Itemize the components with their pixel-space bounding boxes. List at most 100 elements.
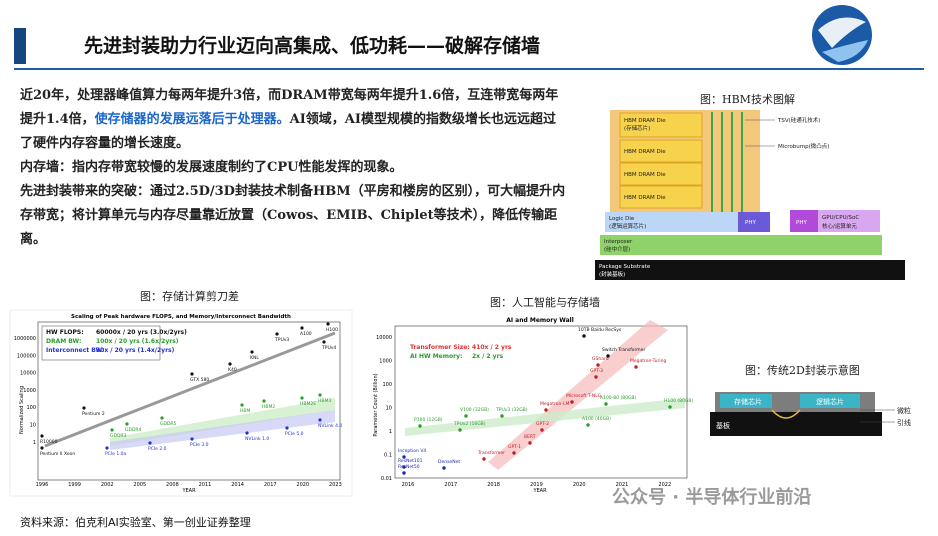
point-label: BERT xyxy=(524,434,536,440)
point-marker xyxy=(300,326,304,330)
point-label: Transformer xyxy=(477,450,505,456)
point-marker xyxy=(160,416,164,420)
x-tick-label: 2017 xyxy=(264,482,277,488)
y-tick-label: 100 xyxy=(382,382,392,388)
x-tick-label: 1996 xyxy=(36,482,49,488)
scissors-chart: Scaling of Peak hardware FLOPS, and Memo… xyxy=(9,309,353,497)
paragraph: 内存墙：指内存带宽较慢的发展速度制约了CPU性能发挥的现象。 xyxy=(20,160,403,175)
point-label: Pentium 2 xyxy=(82,411,105,417)
legend-text: Interconnect BW: xyxy=(46,347,104,354)
point-label: HBM3 xyxy=(318,398,331,404)
point-marker xyxy=(402,455,406,459)
point-marker xyxy=(318,418,322,422)
chart-title: Scaling of Peak hardware FLOPS, and Memo… xyxy=(71,314,291,320)
legend-text: 410x / 2 yrs xyxy=(472,344,512,351)
figure-caption: 图：人工智能与存储墙 xyxy=(490,295,600,309)
point-marker xyxy=(190,372,194,376)
body-text: 近20年，处理器峰值算力每两年提升3倍，而DRAM带宽每两年提升1.6倍，互连带… xyxy=(20,84,568,252)
paragraph: 近20年，处理器峰值算力每两年提升3倍，而DRAM带宽每两年提升1.6倍，互连带… xyxy=(20,84,568,156)
point-label: HBM2E xyxy=(300,401,316,407)
y-tick-label: 10 xyxy=(386,406,392,412)
point-label: NVLink 1.0 xyxy=(245,436,269,442)
y-tick-label: 1 xyxy=(33,440,36,446)
point-marker xyxy=(606,354,610,358)
point-label: HBM2 xyxy=(262,404,275,410)
point-label: Inception V4 xyxy=(398,448,426,454)
die-label: HBM DRAM Die xyxy=(624,172,666,178)
die-label: HBM DRAM Die xyxy=(624,195,666,201)
legend-text: HW FLOPS: xyxy=(46,329,84,336)
logic-die-label: Logic Die xyxy=(609,216,635,222)
interposer-label: Interposer xyxy=(604,239,633,245)
y-tick-label: 0.1 xyxy=(384,453,392,459)
point-marker xyxy=(300,396,304,400)
legend-text: Transformer Size: xyxy=(410,344,470,351)
point-marker xyxy=(110,428,114,432)
point-marker xyxy=(40,446,44,450)
point-marker xyxy=(464,414,468,418)
point-marker xyxy=(402,471,406,475)
legend-text: 100x / 20 yrs (1.6x/2yrs) xyxy=(96,338,179,345)
text: 近20年，处理器峰值算力每两年提升3倍，而DRAM带宽每两年提升1.6倍，互连带… xyxy=(20,88,559,127)
x-axis-label: YEAR xyxy=(181,488,196,494)
point-marker xyxy=(458,428,462,432)
x-tick-label: 2018 xyxy=(487,482,500,488)
x-tick-label: 2014 xyxy=(231,482,244,488)
x-axis-label: YEAR xyxy=(532,488,547,494)
legend-text: 30x / 20 yrs (1.4x/2yrs) xyxy=(96,347,175,354)
point-label: TPUv4 xyxy=(321,345,336,351)
source-note: 资料来源：伯克利AI实验室、第一创业证券整理 xyxy=(20,515,251,529)
point-marker xyxy=(148,441,152,445)
point-marker xyxy=(322,340,326,344)
figure-caption: 图：HBM技术图解 xyxy=(700,92,795,106)
point-label: NVLink 4.0 xyxy=(318,423,342,429)
y-tick-label: 10000 xyxy=(20,371,36,377)
x-tick-label: 2008 xyxy=(166,482,179,488)
point-label: DenseNet xyxy=(438,459,460,465)
point-label: PCIe 2.0 xyxy=(148,446,167,452)
point-label: K40 xyxy=(228,367,237,373)
point-marker xyxy=(582,334,586,338)
legend-text: 2x / 2 yrs xyxy=(472,353,504,360)
point-marker xyxy=(540,428,544,432)
particle-label: 微粒 xyxy=(897,406,911,415)
point-marker xyxy=(668,405,672,409)
memory-chip-label: 存储芯片 xyxy=(734,397,762,406)
point-marker xyxy=(318,393,322,397)
point-marker xyxy=(240,403,244,407)
point-label: Megatron-LM xyxy=(540,401,570,407)
point-label: ResNet101 xyxy=(398,458,423,464)
phy-label: PHY xyxy=(745,220,756,226)
point-label: Switch Transformer xyxy=(602,347,645,353)
point-label: TPUv3 xyxy=(274,337,289,343)
gpu-label: 核心/运算单元 xyxy=(822,222,857,230)
microbump-label: Microbump(微凸点) xyxy=(778,142,829,150)
y-tick-label: 10 xyxy=(30,423,36,429)
point-marker xyxy=(594,375,598,379)
legend-text: AI HW Memory: xyxy=(410,353,462,360)
point-label: A100-80 (80GB) xyxy=(600,395,637,401)
point-label: GPT-1 xyxy=(508,444,521,450)
point-marker xyxy=(125,422,129,426)
y-axis-label: Normalized Scaling xyxy=(19,386,25,434)
point-label: Pentium II Xeon xyxy=(40,451,75,457)
package-diagram: 存储芯片 逻辑芯片 基板 微粒 引线 xyxy=(710,392,911,436)
point-marker xyxy=(528,441,532,445)
substrate-label: 基板 xyxy=(716,421,730,430)
text: AI领域，AI模型规模的指数级增长也远远超过了硬件内存容量的增长速度。 xyxy=(20,112,556,151)
y-tick-label: 1000000 xyxy=(14,336,36,342)
hbm-diagram xyxy=(595,110,905,280)
y-tick-label: 0.01 xyxy=(381,476,392,482)
tsv-label: TSV(硅通孔技术) xyxy=(777,116,820,124)
substrate-label: (封装基板) xyxy=(599,270,625,278)
point-label: GDDR4 xyxy=(125,427,142,433)
logo xyxy=(812,5,872,65)
point-label: A100 (40GB) xyxy=(582,416,611,422)
point-marker xyxy=(418,424,422,428)
point-label: PCIe 1.0a xyxy=(105,451,127,457)
x-tick-label: 2002 xyxy=(101,482,114,488)
x-tick-label: 2017 xyxy=(444,482,457,488)
slide-title: 先进封装助力行业迈向高集成、低功耗——破解存储墙 xyxy=(84,34,540,57)
point-marker xyxy=(604,402,608,406)
